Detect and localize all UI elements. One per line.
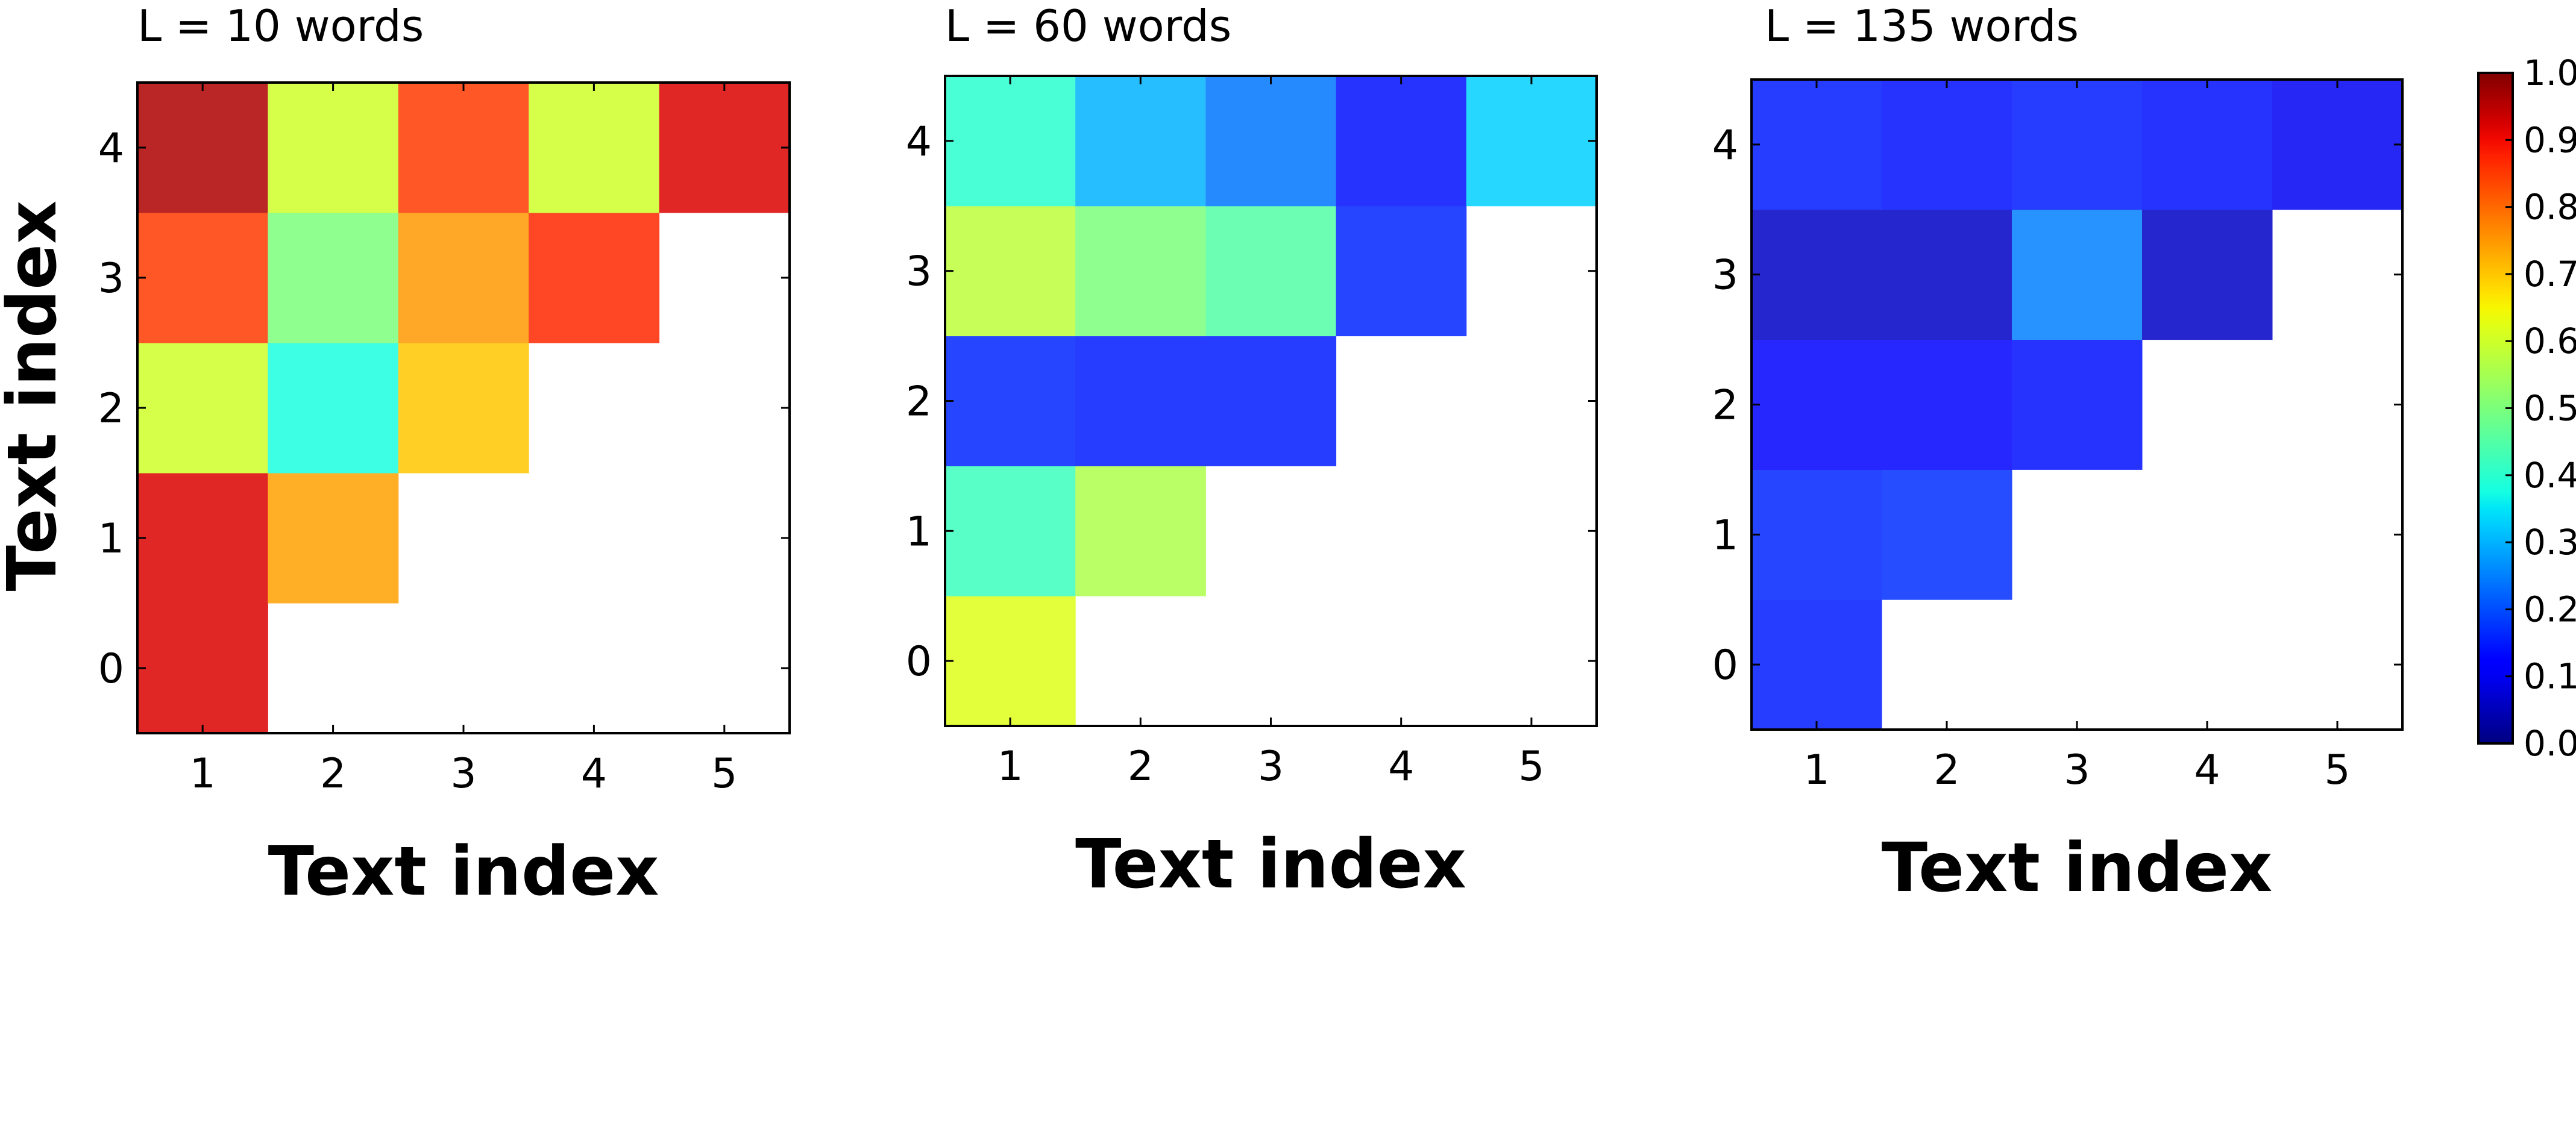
x-tick-label: 3 [2064,746,2090,794]
heatmap-cell-r4-c5 [1466,76,1597,207]
x-axis-label: Text index [268,833,659,911]
y-tick-label: 3 [98,255,124,302]
y-tick-label: 3 [906,248,932,296]
heatmap-cell-r4-c5 [2272,80,2403,210]
x-tick-label: 4 [581,750,607,798]
heatmap-cell-r2-c1 [945,336,1076,466]
y-tick-label: 0 [98,645,124,693]
y-tick-label: 0 [906,638,932,686]
heatmap-cell-r4-c4 [529,83,660,213]
heatmap-cell-r3-c2 [1075,205,1206,337]
heatmap-cell-r0-c1 [945,596,1076,727]
y-tick-label: 4 [1712,122,1738,169]
heatmap-cell-r1-c1 [1751,469,1882,600]
x-tick-label: 3 [1258,743,1284,790]
heatmap-cell-r2-c3 [2012,339,2143,470]
x-tick-label: 1 [1803,746,1829,794]
y-tick-label: 0 [1712,642,1738,689]
heatmap-cell-r2-c2 [268,343,399,474]
x-tick-label: 2 [1128,743,1154,790]
panel-title: L = 10 words [137,1,424,51]
y-axis-label: Text index [0,201,72,592]
colorbar-tick-label: 0.6 [2524,321,2576,361]
colorbar-tick-label: 0.2 [2524,589,2576,630]
heatmap-cell-r2-c3 [1205,336,1337,466]
heatmap-cell-r3-c1 [137,213,268,343]
y-tick-label: 4 [906,118,932,166]
panel-title: L = 135 words [1765,1,2079,51]
heatmap-cell-r3-c4 [529,213,660,343]
heatmap-cell-r2-c1 [137,343,268,474]
heatmap-cell-r3-c2 [1882,209,2012,340]
heatmap-cell-r1-c2 [268,473,399,604]
heatmap-cell-r4-c2 [1882,80,2012,210]
heatmap-cell-r3-c4 [1336,205,1467,337]
y-tick-label: 1 [906,508,932,555]
colorbar-tick-label: 0.8 [2524,187,2576,228]
heatmap-cell-r4-c1 [945,76,1076,207]
x-tick-label: 2 [1934,746,1959,794]
x-tick-label: 1 [997,743,1023,790]
x-tick-label: 5 [2324,746,2350,794]
heatmap-cell-r4-c4 [1336,76,1467,207]
x-tick-label: 4 [1388,743,1414,790]
heatmap-cell-r4-c5 [659,83,790,213]
heatmap-cell-r3-c3 [2012,209,2143,340]
heatmap-cell-r4-c4 [2142,80,2273,210]
x-tick-label: 4 [2194,746,2220,794]
colorbar-tick-label: 0.5 [2524,388,2576,429]
heatmap-cell-r2-c2 [1882,339,2012,470]
heatmap-cell-r4-c3 [2012,80,2143,210]
heatmap-cell-r4-c3 [398,83,529,213]
heatmap-cell-r3-c1 [1751,209,1882,340]
colorbar-tick-label: 0.9 [2524,119,2576,160]
heatmap-cell-r2-c3 [398,343,529,474]
y-tick-label: 2 [98,385,124,433]
heatmap-cell-r3-c3 [1205,205,1337,337]
x-tick-label: 3 [450,750,476,798]
heatmap-cell-r1-c2 [1882,469,2012,600]
colorbar-tick-label: 0.7 [2524,254,2576,295]
colorbar-tick-label: 0.0 [2524,723,2576,764]
heatmap-cell-r0-c1 [1751,599,1882,730]
y-tick-label: 2 [1712,382,1738,430]
x-axis-label: Text index [1075,825,1466,904]
colorbar-tick-label: 0.3 [2524,522,2576,563]
x-tick-label: 1 [190,750,216,798]
x-tick-label: 5 [711,750,737,798]
y-tick-label: 1 [1712,511,1738,559]
y-tick-label: 3 [1712,252,1738,299]
colorbar-tick-label: 0.4 [2524,455,2576,496]
heatmap-cell-r4-c2 [268,83,399,213]
panel-title: L = 60 words [945,1,1231,51]
heatmap-cell-r3-c4 [2142,209,2273,340]
y-tick-label: 4 [98,125,124,172]
heatmap-cell-r4-c1 [1751,80,1882,210]
colorbar-tick-label: 0.1 [2524,656,2576,697]
heatmap-cell-r4-c2 [1075,76,1206,207]
heatmap-cell-r1-c2 [1075,466,1206,596]
x-tick-label: 5 [1518,743,1544,790]
heatmap-cell-r3-c1 [945,205,1076,337]
x-tick-label: 2 [320,750,346,798]
x-axis-label: Text index [1882,829,2273,907]
heatmap-cell-r4-c1 [137,83,268,213]
heatmap-cell-r3-c2 [268,213,399,343]
colorbar-tick-label: 1.0 [2524,52,2576,93]
heatmap-cell-r0-c1 [137,603,268,734]
heatmap-cell-r2-c1 [1751,339,1882,470]
heatmap-cell-r1-c1 [137,473,268,604]
heatmap-cell-r1-c1 [945,466,1076,596]
y-tick-label: 2 [906,378,932,426]
heatmap-cell-r4-c3 [1205,76,1337,207]
heatmap-cell-r2-c2 [1075,336,1206,466]
heatmap-cell-r3-c3 [398,213,529,343]
y-tick-label: 1 [98,515,124,563]
